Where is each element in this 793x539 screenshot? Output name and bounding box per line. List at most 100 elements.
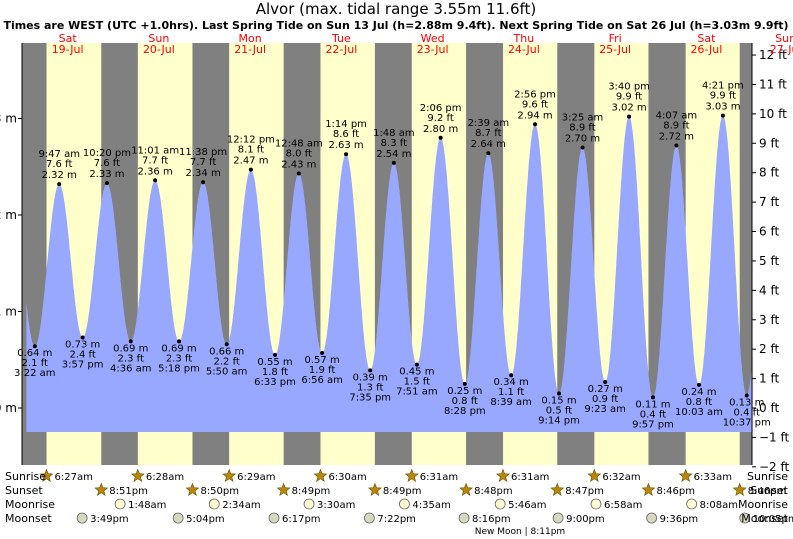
day-of-week-label: Sun	[775, 32, 793, 45]
sunrise-icon	[130, 468, 145, 482]
tide-height-label: 3.03 m	[705, 102, 740, 113]
tide-height-label: 0.64 m	[17, 348, 52, 359]
moonset-icon	[363, 512, 375, 524]
right-axis-tick-label: 3 ft	[759, 313, 779, 327]
tide-time-label: 8:28 pm	[444, 406, 486, 417]
right-axis-tick-label: 2 ft	[759, 342, 779, 356]
sunrise-icon	[39, 468, 54, 482]
tide-time-label: 6:56 am	[301, 375, 343, 386]
row-label-moonrise: Moonrise	[5, 498, 55, 511]
tide-ft-label: 0.4 ft	[640, 409, 666, 420]
sunrise-time: 6:33am	[694, 472, 732, 483]
tide-time-label: 12:12 pm	[227, 135, 275, 146]
sunset-icon	[641, 482, 656, 496]
right-axis-tick-label: 0 ft	[759, 401, 779, 415]
tide-time-label: 9:57 pm	[632, 419, 674, 430]
right-axis-tick-label: 9 ft	[759, 136, 779, 150]
sunset-time: 8:50pm	[200, 486, 239, 497]
tide-time-label: 10:37 pm	[723, 417, 771, 428]
moon-phase-note: New Moon | 8:11pm	[475, 527, 565, 537]
tide-point	[80, 335, 85, 340]
tide-time-label: 9:23 am	[584, 404, 626, 415]
sunset-time: 8:49pm	[383, 486, 422, 497]
tide-time-label: 10:03 am	[675, 407, 723, 418]
tide-ft-label: 2.3 ft	[118, 353, 144, 364]
moonset-icon	[76, 512, 88, 524]
date-label: 24-Jul	[508, 43, 540, 56]
row-label-moonrise-right: Moonrise	[738, 498, 788, 511]
moonset-icon	[458, 512, 470, 524]
tide-height-label: 0.27 m	[588, 384, 623, 395]
moonrise-time: 2:34am	[222, 500, 260, 511]
row-label-sunset: Sunset	[5, 484, 43, 497]
chart-subtitle: Times are WEST (UTC +1.0hrs). Last Sprin…	[3, 19, 788, 32]
moonrise-time: 1:48am	[128, 500, 166, 511]
day-of-week-label: Sat	[59, 32, 78, 45]
right-axis-tick-label: 5 ft	[759, 254, 779, 268]
tide-point	[650, 395, 655, 400]
tide-point	[580, 145, 585, 150]
tide-time-label: 12:48 am	[275, 139, 323, 150]
tide-height-label: 0.11 m	[635, 399, 670, 410]
tide-ft-label: 9.2 ft	[427, 113, 453, 124]
day-of-week-label: Tue	[331, 32, 351, 45]
tide-point	[153, 178, 158, 183]
moonset-time: 7:22pm	[377, 514, 416, 525]
tide-height-label: 0.24 m	[681, 387, 716, 398]
row-label-moonset-right: Moonset	[741, 512, 788, 525]
tide-ft-label: 7.6 ft	[46, 159, 72, 170]
moonrise-icon	[590, 498, 602, 510]
right-axis-tick-label: 6 ft	[759, 225, 779, 239]
tide-height-label: 2.72 m	[659, 132, 694, 143]
right-axis-tick-label: 7 ft	[759, 195, 779, 209]
tide-ft-label: 0.8 ft	[686, 397, 712, 408]
tide-time-label: 11:01 am	[131, 145, 179, 156]
sunrise-time: 6:32am	[602, 472, 640, 483]
tide-curve-area	[26, 115, 753, 432]
tide-ft-label: 0.5 ft	[546, 406, 572, 417]
right-axis-tick-label: 10 ft	[759, 107, 787, 121]
sunset-time: 8:48pm	[474, 486, 513, 497]
tide-point	[627, 114, 632, 119]
tide-height-label: 0.73 m	[65, 340, 100, 351]
tide-time-label: 4:07 am	[656, 111, 698, 122]
tide-point	[556, 391, 561, 396]
right-axis-tick-label: 11 ft	[759, 77, 787, 91]
tide-height-label: 2.43 m	[281, 160, 316, 171]
moonset-icon	[268, 512, 280, 524]
row-label-sunrise-right: Sunrise	[747, 470, 788, 483]
tide-height-label: 0.57 m	[305, 355, 340, 366]
row-label-moonset: Moonset	[5, 512, 52, 525]
sunset-icon	[185, 482, 200, 496]
tide-point	[296, 171, 301, 176]
tide-point	[744, 393, 749, 398]
left-axis-tick-label: 2 m	[0, 208, 17, 222]
moonrise-icon	[399, 498, 410, 510]
sunrise-time: 6:30am	[328, 472, 366, 483]
tide-ft-label: 8.6 ft	[333, 129, 359, 140]
sunrise-time: 6:31am	[420, 472, 458, 483]
date-label: 25-Jul	[599, 43, 631, 56]
moonset-time: 3:49pm	[90, 514, 129, 525]
moonset-time: 9:00pm	[566, 514, 605, 525]
day-of-week-label: Fri	[609, 32, 622, 45]
tide-time-label: 3:22 am	[14, 368, 56, 379]
tide-time-label: 5:50 am	[206, 366, 248, 377]
right-axis-tick-label: −1 ft	[759, 430, 790, 444]
tide-height-label: 0.25 m	[447, 386, 482, 397]
tide-ft-label: 0.8 ft	[452, 396, 478, 407]
tide-point	[486, 151, 491, 156]
date-label: 21-Jul	[234, 43, 266, 56]
tide-point	[674, 143, 679, 148]
tide-point	[320, 350, 325, 355]
tide-point	[128, 339, 133, 344]
tide-height-label: 0.55 m	[257, 357, 292, 368]
tide-height-label: 0.15 m	[541, 396, 576, 407]
tide-time-label: 8:39 am	[490, 397, 532, 408]
sunrise-icon	[222, 468, 237, 482]
date-label: 26-Jul	[690, 43, 722, 56]
sunset-time: 8:49pm	[292, 486, 331, 497]
tide-point	[104, 181, 109, 186]
tide-point	[533, 122, 538, 127]
tide-ft-label: 8.0 ft	[286, 149, 312, 160]
